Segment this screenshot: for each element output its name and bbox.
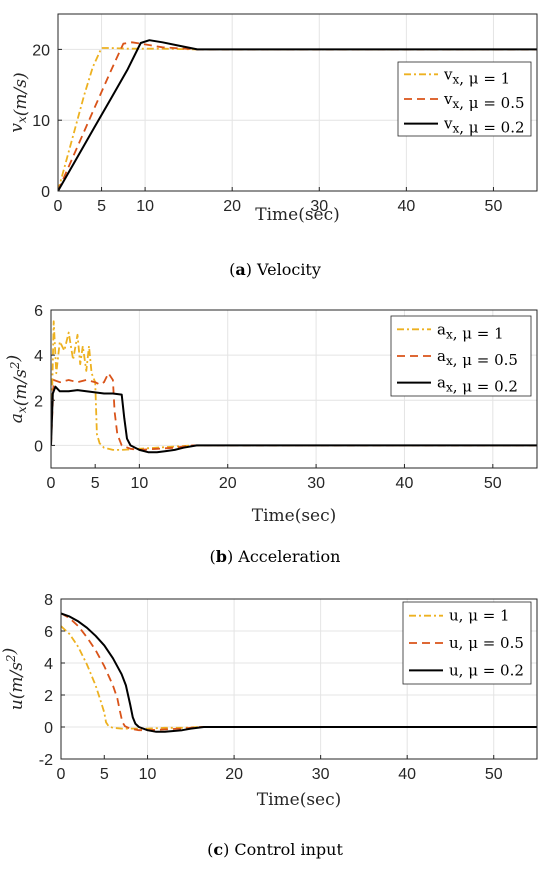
x-tick-label: 50 [485,198,503,215]
x-tick-label: 10 [130,475,148,492]
legend: u, μ = 1 u, μ = 0.5 u, μ = 0.2 [402,601,532,685]
x-axis-label: Time(sec) [257,790,342,810]
y-tick-label: 6 [44,624,53,641]
legend: vx, μ = 1 vx, μ = 0.5 vx, μ = 0.2 [397,61,532,137]
y-tick-label: 10 [32,113,50,130]
legend-label: ax, μ = 1 [437,320,504,342]
x-tick-label: 30 [310,198,328,215]
series-line-1 [61,625,537,730]
legend-label: u, μ = 0.2 [449,661,524,679]
panel-caption: (b) Acceleration [210,547,341,566]
x-tick-label: 5 [100,766,109,783]
y-tick-label: 2 [34,393,43,410]
legend-label: ax, μ = 0.2 [437,374,518,396]
x-tick-label: 40 [397,198,415,215]
y-tick-label: 6 [34,303,43,320]
y-tick-label: 4 [44,656,53,673]
x-tick-label: 30 [307,475,325,492]
series-line-1 [51,320,537,451]
y-tick-label: -2 [39,752,53,769]
x-tick-label: 20 [219,475,237,492]
y-axis-label: ax(m/s2) [4,355,31,423]
x-tick-label: 40 [396,475,414,492]
x-axis-label: Time(sec) [252,506,337,526]
axes-box [57,13,538,192]
y-tick-label: 4 [34,348,43,365]
y-tick-label: 20 [32,42,50,59]
x-tick-label: 0 [57,766,66,783]
legend-label: u, μ = 0.5 [449,634,524,652]
x-axis-label: Time(sec) [255,205,340,225]
x-tick-label: 5 [91,475,100,492]
series-line-3 [58,39,537,191]
series-line-1 [58,47,537,191]
legend-label: vx, μ = 1 [443,65,510,87]
panel-a: 0 5 10 20 30 40 50 0 10 20 Time(sec) vx(m/s) vx, μ =… [7,13,538,279]
x-tick-label: 50 [485,766,503,783]
x-tick-label: 0 [47,475,56,492]
series-line-3 [51,385,537,454]
x-tick-label: 50 [484,475,502,492]
x-tick-label: 5 [97,198,106,215]
y-tick-label: 0 [44,720,53,737]
legend-label: u, μ = 1 [449,607,510,625]
x-tick-label: 0 [54,198,63,215]
y-axis-label: u(m/s2) [0,648,27,710]
y-tick-label: 8 [44,592,53,609]
y-tick-label: 0 [41,184,50,201]
panel-caption: (a) Velocity [229,260,321,279]
y-tick-label: 2 [44,688,53,705]
panel-caption: (c) Control input [207,840,343,859]
legend-label: vx, μ = 0.5 [443,90,525,112]
x-tick-label: 20 [225,766,243,783]
x-tick-label: 10 [136,198,154,215]
series-line-3 [61,612,537,733]
series-line-2 [51,372,537,451]
x-tick-label: 10 [139,766,157,783]
legend-label: vx, μ = 0.2 [443,115,525,137]
legend-label: ax, μ = 0.5 [437,347,518,369]
x-tick-label: 30 [312,766,330,783]
axes-box [60,598,538,760]
x-tick-label: 40 [398,766,416,783]
y-axis-label: vx(m/s) [7,72,31,132]
y-tick-label: 0 [34,438,43,455]
axes-box [50,309,538,469]
x-tick-label: 20 [223,198,241,215]
series-line-2 [61,612,537,732]
legend: ax, μ = 1 ax, μ = 0.5 ax, μ = 0.2 [390,315,532,397]
